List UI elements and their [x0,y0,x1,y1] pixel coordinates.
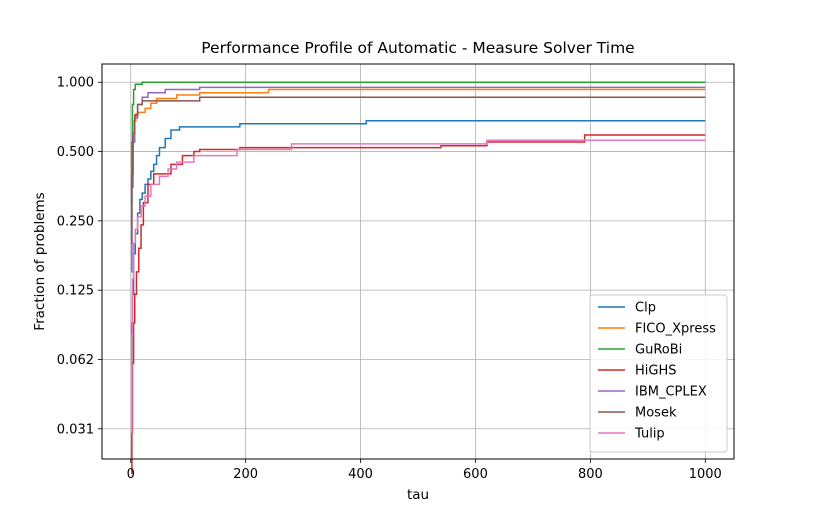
x-tick-label: 200 [233,467,258,482]
legend-label-mosek: Mosek [635,406,677,421]
series-line-mosek [131,96,706,244]
x-tick-label: 0 [127,467,135,482]
legend-label-ibm-cplex: IBM_CPLEX [635,385,707,400]
x-tick-label: 600 [463,467,488,482]
series-line-gurobi [131,81,706,204]
legend-label-clp: Clp [635,301,656,316]
y-axis-label: Fraction of problems [32,192,48,330]
grid [102,64,734,459]
y-tick-label: 1.000 [57,76,94,91]
plot-frame [101,63,735,460]
legend-label-tulip: Tulip [634,427,665,442]
series-line-tulip [131,139,706,434]
x-tick-label: 400 [348,467,373,482]
legend: Clp FICO_Xpress GuRoBi HiGHS IBM_CPLEX Mosek T… [589,294,728,453]
series-lines [131,81,706,475]
legend-label-highs: HiGHS [635,364,677,379]
chart-title: Performance Profile of Automatic - Measu… [201,39,634,57]
legend-label-fico-xpress: FICO_Xpress [635,322,716,337]
axis-ticks: 0 200 400 600 800 1000 0.031 0.062 0.125 0.250 0.5… [57,76,722,482]
y-tick-label: 0.125 [57,284,94,299]
y-tick-label: 0.062 [57,353,94,368]
y-tick-label: 0.500 [57,145,94,160]
y-tick-label: 0.250 [57,214,94,229]
legend-label-gurobi: GuRoBi [635,343,682,358]
x-tick-label: 1000 [689,467,722,482]
x-axis-label: tau [407,487,429,503]
x-tick-label: 800 [578,467,603,482]
y-tick-label: 0.031 [57,422,94,437]
